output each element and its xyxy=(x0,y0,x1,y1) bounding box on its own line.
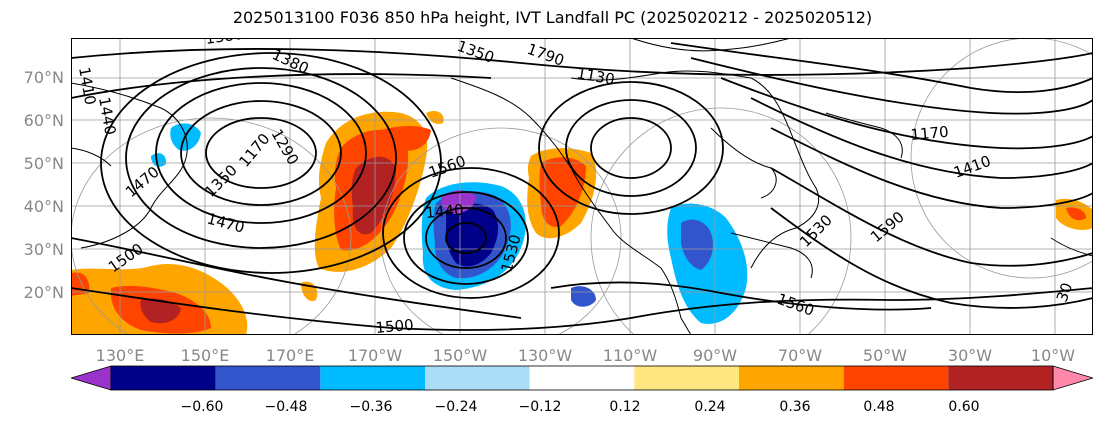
colorbar-tick-label: −0.36 xyxy=(349,399,393,415)
lon-label: 30°W xyxy=(947,346,993,365)
lat-label: 20°N xyxy=(23,283,64,302)
colorbar-segment xyxy=(529,366,635,390)
contour-label: 1500 xyxy=(375,316,415,335)
colorbar-tick-label: −0.60 xyxy=(180,399,224,415)
map-panel: 1380 1380 1350 1790 1440 1410 1470 1290 … xyxy=(71,38,1093,335)
colorbar-segment xyxy=(843,366,949,390)
contour-label: 1410 xyxy=(75,66,99,107)
lon-label: 50°W xyxy=(862,346,908,365)
lon-label: 110°W xyxy=(602,346,658,365)
colorbar-tick-label: −0.12 xyxy=(518,399,562,415)
contour-label: 1470 xyxy=(122,163,163,201)
contour-label: 30 xyxy=(1053,280,1076,304)
contour-label: 1560 xyxy=(775,290,817,320)
lat-label: 60°N xyxy=(23,111,64,130)
height-contours xyxy=(71,42,1093,331)
contour-label: 1170 xyxy=(235,130,273,171)
lon-label: 70°W xyxy=(777,346,823,365)
colorbar-tick-label: 0.48 xyxy=(863,399,895,415)
map-title: 2025013100 F036 850 hPa height, IVT Land… xyxy=(232,8,873,27)
lat-label: 70°N xyxy=(23,68,64,87)
lat-label: 30°N xyxy=(23,240,64,259)
lon-label: 130°E xyxy=(95,346,145,365)
colorbar-segment xyxy=(111,366,216,390)
map-frame xyxy=(71,38,1093,335)
contour-label: 1290 xyxy=(268,126,303,168)
lon-label: 150°W xyxy=(432,346,488,365)
lat-label: 50°N xyxy=(23,154,64,173)
contour-label: 1170 xyxy=(910,123,950,144)
colorbar-extend-max xyxy=(1052,365,1093,391)
lon-label: 170°W xyxy=(347,346,403,365)
lon-label: 150°E xyxy=(180,346,230,365)
contour-label: 1130 xyxy=(575,64,616,88)
lon-label: 170°E xyxy=(265,346,315,365)
contour-label: 1350 xyxy=(201,161,241,201)
colorbar-extend-min xyxy=(71,365,112,391)
colorbar-segment xyxy=(634,366,739,390)
lon-label: 130°W xyxy=(517,346,573,365)
contour-label: 1350 xyxy=(455,38,497,67)
colorbar-tick-label: 0.60 xyxy=(948,399,980,415)
contour-label: 1440 xyxy=(425,201,465,222)
lat-label: 40°N xyxy=(23,197,64,216)
contour-label: 1560 xyxy=(426,152,468,182)
colorbar-tick-label: 0.12 xyxy=(609,399,641,415)
colorbar-segment xyxy=(215,366,321,390)
contour-label: 1530 xyxy=(796,211,836,251)
colorbar-tick-label: 0.36 xyxy=(779,399,811,415)
colorbar-tick-label: −0.48 xyxy=(264,399,308,415)
colorbar-outline xyxy=(110,365,1054,391)
colorbar xyxy=(71,365,1093,391)
colorbar-tick-label: 0.24 xyxy=(694,399,726,415)
lon-label: 90°W xyxy=(692,346,738,365)
colorbar-segment xyxy=(739,366,844,390)
colorbar-segment xyxy=(948,366,1053,390)
contour-label: 1380 xyxy=(204,38,244,48)
colorbar-segment xyxy=(425,366,530,390)
colorbar-tick-label: −0.24 xyxy=(434,399,478,415)
contour-label: 1470 xyxy=(205,209,247,236)
lon-label: 10°W xyxy=(1030,346,1076,365)
colorbar-segment xyxy=(320,366,425,390)
